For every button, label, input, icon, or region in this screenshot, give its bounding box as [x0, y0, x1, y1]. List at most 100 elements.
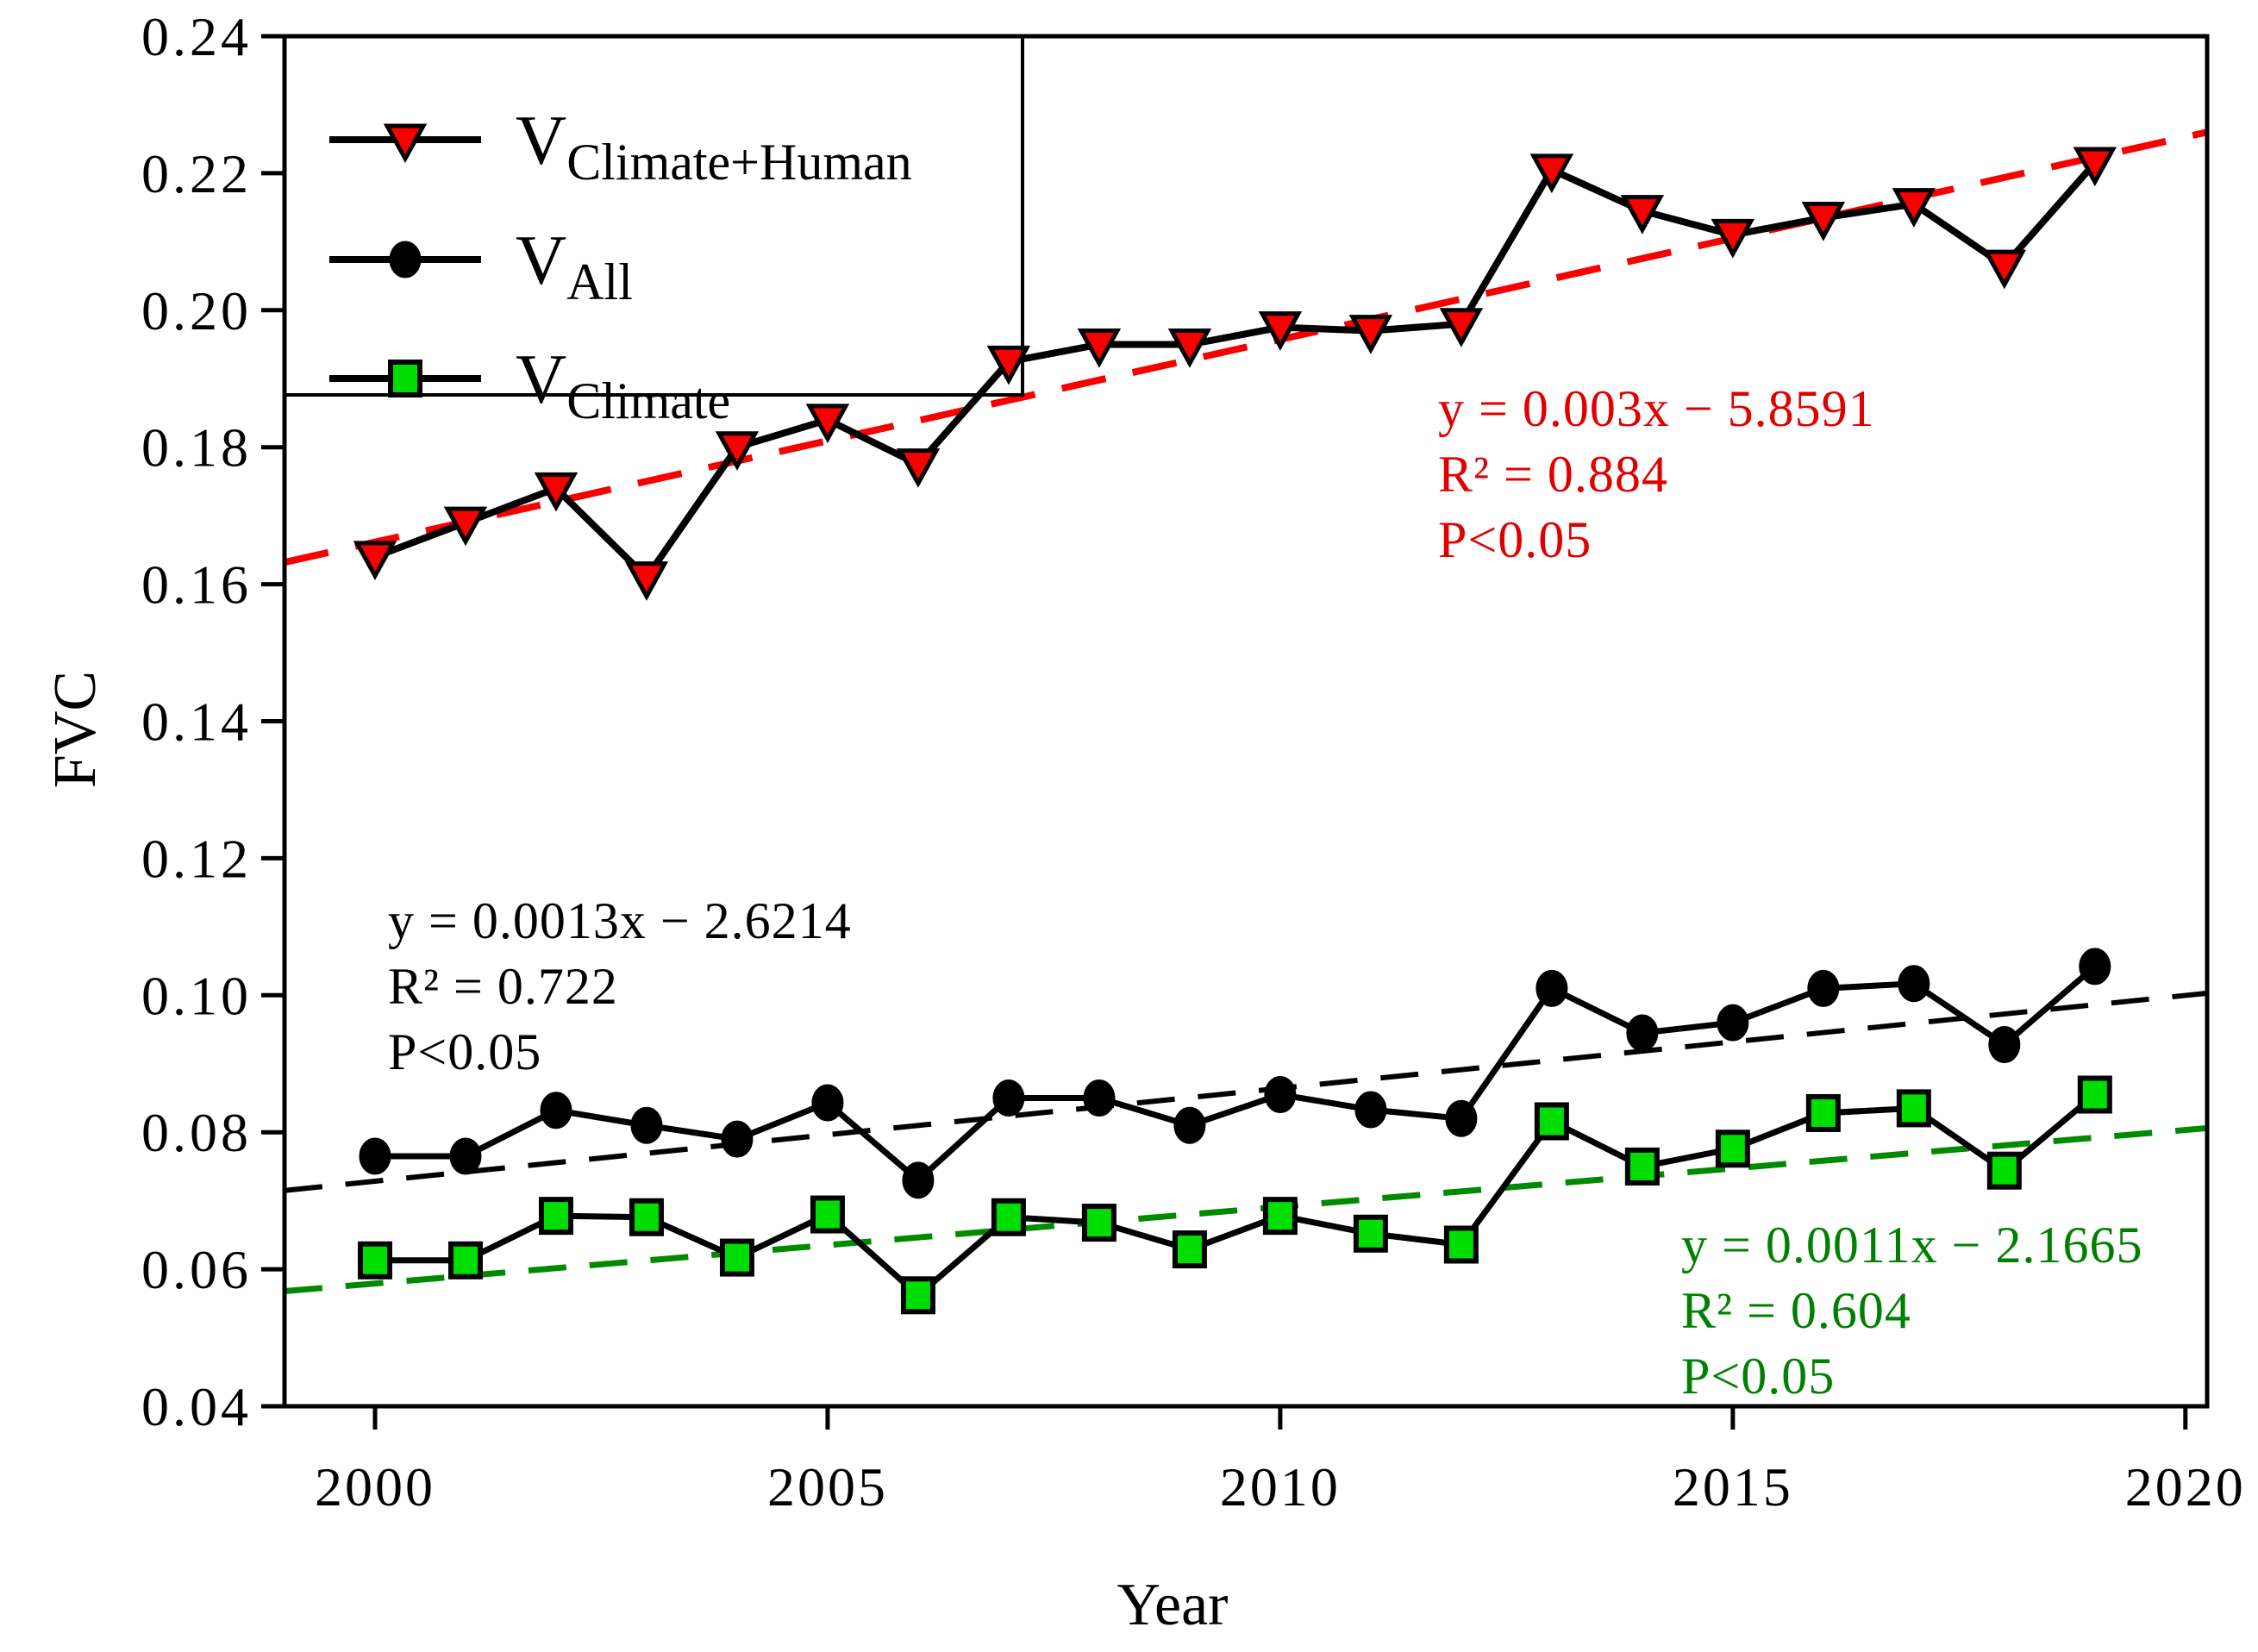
- data-point-V_Climate: [1715, 1129, 1750, 1168]
- equation-line: P<0.05: [388, 1023, 542, 1080]
- data-point-V_Climate: [629, 1198, 664, 1236]
- circle-icon: [389, 241, 422, 278]
- data-point-V_All: [2079, 948, 2111, 986]
- x-tick-label: 2010: [1220, 1456, 1341, 1517]
- data-point-V_Climate: [1534, 1102, 1569, 1141]
- equation-block-all: y = 0.0013x − 2.6214 R² = 0.722 P<0.05: [388, 888, 852, 1085]
- data-point-V_Climate: [357, 1241, 392, 1280]
- data-point-V_Climate+Human: [1620, 195, 1665, 235]
- data-point-V_Climate+Human: [1801, 202, 1846, 241]
- data-point-V_All: [902, 1161, 935, 1199]
- data-point-V_Climate+Human: [715, 431, 760, 471]
- data-point-V_Climate+Human: [1892, 188, 1936, 228]
- data-point-V_All: [721, 1120, 754, 1158]
- data-point-V_All: [1807, 969, 1840, 1007]
- data-point-V_All: [1445, 1099, 1478, 1137]
- y-tick-label: 0.20: [141, 280, 252, 341]
- legend-label: VClimate: [516, 340, 730, 429]
- trendline-V_Climate: [284, 1124, 2208, 1295]
- data-point-V_Climate+Human: [443, 506, 488, 547]
- data-point-V_All: [359, 1137, 391, 1175]
- y-tick-label: 0.10: [141, 965, 252, 1026]
- data-point-V_All: [1354, 1091, 1387, 1129]
- legend-box: [283, 34, 1024, 397]
- data-point-V_Climate+Human: [896, 448, 941, 488]
- data-point-V_Climate+Human: [353, 541, 397, 580]
- equation-line: R² = 0.884: [1438, 446, 1668, 503]
- x-tick-label: 2020: [2125, 1456, 2246, 1517]
- data-point-V_Climate+Human: [1439, 308, 1484, 347]
- equation-line: y = 0.003x − 5.8591: [1438, 380, 1875, 437]
- equation-block-climate-human: y = 0.003x − 5.8591 R² = 0.884 P<0.05: [1438, 376, 1875, 573]
- data-point-V_All: [449, 1137, 482, 1175]
- data-point-V_Climate: [1353, 1214, 1388, 1253]
- data-point-V_All: [1536, 969, 1568, 1007]
- data-point-V_Climate: [900, 1276, 935, 1315]
- data-point-V_All: [1717, 1004, 1749, 1042]
- data-point-V_All: [1083, 1079, 1116, 1117]
- data-point-V_All: [1898, 965, 1930, 1003]
- data-point-V_All: [630, 1106, 663, 1144]
- data-point-V_Climate+Human: [534, 472, 579, 512]
- data-point-V_Climate: [538, 1197, 573, 1236]
- data-point-V_Climate: [1172, 1230, 1207, 1269]
- equation-line: y = 0.0011x − 2.1665: [1681, 1217, 2143, 1273]
- data-point-V_Climate: [1805, 1093, 1841, 1132]
- data-point-V_Climate: [447, 1241, 483, 1280]
- data-point-V_Climate+Human: [805, 404, 850, 444]
- data-point-V_Climate+Human: [624, 561, 669, 601]
- data-point-V_Climate: [1624, 1147, 1660, 1186]
- x-tick-label: 2005: [767, 1456, 888, 1517]
- data-point-V_Climate: [1262, 1197, 1298, 1236]
- equation-line: R² = 0.722: [388, 958, 618, 1015]
- y-tick-label: 0.18: [141, 417, 252, 479]
- y-tick-label: 0.16: [141, 554, 252, 616]
- data-point-V_All: [1988, 1026, 2021, 1064]
- data-point-V_Climate+Human: [986, 345, 1031, 385]
- data-point-V_Climate: [1896, 1089, 1931, 1128]
- data-point-V_All: [540, 1092, 572, 1129]
- series-line-V_Climate+Human: [373, 160, 2098, 583]
- y-tick-label: 0.08: [141, 1102, 252, 1163]
- y-tick-label: 0.14: [141, 691, 252, 753]
- y-tick-label: 0.04: [141, 1376, 252, 1437]
- equation-line: P<0.05: [1681, 1348, 1836, 1405]
- data-point-V_Climate+Human: [1982, 249, 2027, 290]
- data-point-V_Climate: [719, 1238, 754, 1277]
- data-point-V_All: [1173, 1106, 1206, 1144]
- trendline-V_Climate+Human: [284, 128, 2208, 566]
- data-point-V_All: [1264, 1076, 1297, 1114]
- data-point-V_Climate+Human: [1711, 218, 1755, 259]
- square-icon: [388, 360, 422, 397]
- x-tick-label: 2000: [315, 1456, 435, 1517]
- equation-line: P<0.05: [1438, 511, 1592, 568]
- data-point-V_Climate+Human: [1529, 153, 1574, 194]
- data-point-V_Climate+Human: [1077, 329, 1122, 368]
- data-point-V_Climate: [810, 1195, 845, 1234]
- x-tick-label: 2015: [1673, 1456, 1793, 1517]
- data-point-V_Climate: [2077, 1075, 2112, 1114]
- equation-block-climate: y = 0.0011x − 2.1665 R² = 0.604 P<0.05: [1681, 1212, 2142, 1409]
- data-point-V_All: [992, 1079, 1025, 1117]
- data-point-V_All: [811, 1084, 844, 1122]
- data-point-V_All: [1626, 1014, 1659, 1052]
- data-point-V_Climate: [1081, 1204, 1116, 1242]
- legend-label: VAll: [516, 221, 633, 310]
- legend-label: VClimate+Human: [516, 101, 912, 191]
- data-point-V_Climate+Human: [1258, 311, 1303, 351]
- y-axis-title: FVC: [42, 670, 109, 789]
- equation-line: y = 0.0013x − 2.6214: [388, 892, 852, 949]
- data-point-V_Climate+Human: [2073, 147, 2117, 187]
- y-tick-label: 0.06: [141, 1239, 252, 1300]
- data-point-V_Climate: [1986, 1151, 2022, 1190]
- y-tick-label: 0.24: [141, 6, 252, 67]
- trendline-V_All: [284, 990, 2208, 1193]
- y-tick-label: 0.22: [141, 143, 252, 204]
- data-point-V_Climate: [991, 1198, 1026, 1236]
- data-point-V_Climate: [1443, 1225, 1479, 1264]
- triangle-down-icon: [383, 123, 428, 164]
- x-axis-title: Year: [1116, 1572, 1229, 1638]
- data-point-V_Climate+Human: [1167, 329, 1212, 368]
